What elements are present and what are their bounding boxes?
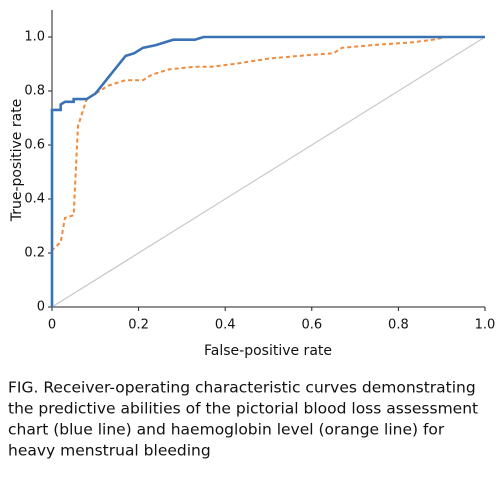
x-tick-label: 0.6 xyxy=(301,318,322,333)
caption-line: FIG. Receiver-operating characteristic c… xyxy=(8,379,476,397)
x-axis-label: False-positive rate xyxy=(204,343,332,359)
x-tick-label: 0 xyxy=(48,318,56,333)
y-tick-label: 0 xyxy=(37,300,45,315)
x-tick-label: 1.0 xyxy=(475,318,496,333)
roc-line xyxy=(51,36,486,308)
x-tick-label: 0.4 xyxy=(215,318,236,333)
x-tick-label: 0.2 xyxy=(128,318,149,333)
y-tick-label: 0.4 xyxy=(24,192,45,207)
x-tick-label: 0.8 xyxy=(388,318,409,333)
y-tick-label: 0.6 xyxy=(24,138,45,153)
y-tick-label: 1.0 xyxy=(24,30,45,45)
y-tick-label: 0.8 xyxy=(24,84,45,99)
y-axis-label: True-positive rate xyxy=(9,99,25,223)
caption-line: the predictive abilities of the pictoria… xyxy=(8,400,478,418)
caption-line: chart (blue line) and haemoglobin level … xyxy=(8,421,445,439)
roc-line xyxy=(50,35,485,307)
caption-line: heavy menstrual bleeding xyxy=(8,442,211,460)
y-tick-label: 0.2 xyxy=(24,246,45,261)
